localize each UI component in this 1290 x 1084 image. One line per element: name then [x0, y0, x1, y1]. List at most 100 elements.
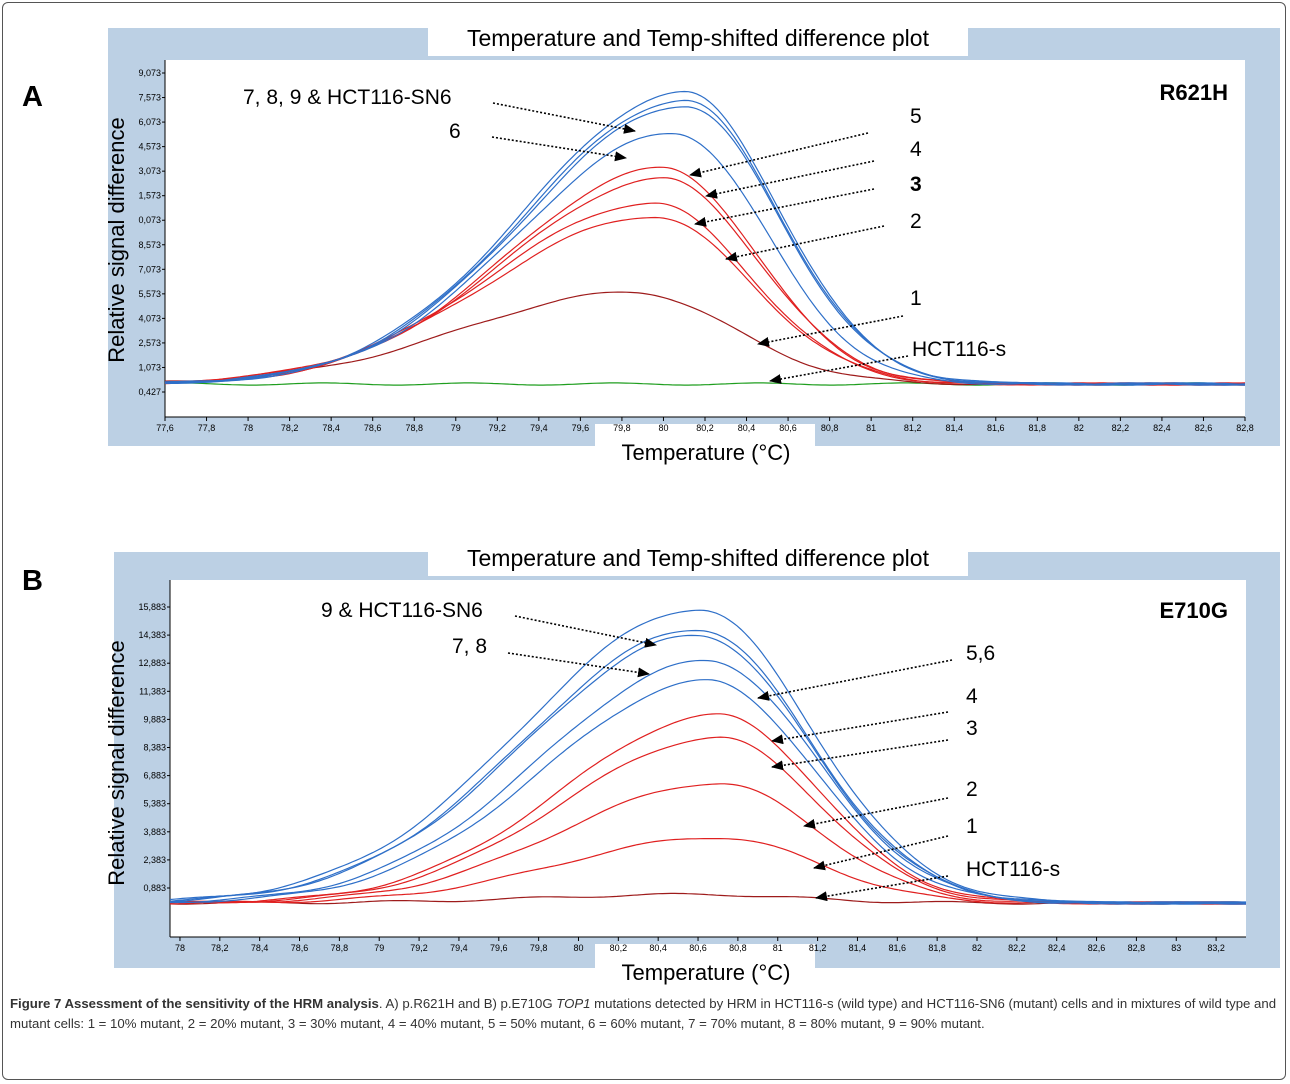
- annotation-label: 7, 8, 9 & HCT116-SN6: [243, 86, 452, 109]
- x-tick-label: 80,6: [779, 423, 797, 433]
- annotation-label: 3: [910, 173, 922, 196]
- annotation-arrow: [491, 136, 627, 162]
- x-tick-label: 81,6: [987, 423, 1005, 433]
- panel-b-xlabel: Temperature (°C): [622, 960, 791, 985]
- x-tick-label: 79: [374, 943, 384, 953]
- annotation-arrow: [705, 160, 875, 199]
- y-tick-label: 3,883: [143, 827, 166, 837]
- y-tick-label: 3,073: [138, 166, 161, 176]
- y-tick-label: 7,073: [138, 264, 161, 274]
- panel-b-letter: B: [22, 565, 43, 597]
- x-tick-label: 78,6: [291, 943, 309, 953]
- x-tick-label: 82,6: [1088, 943, 1106, 953]
- x-tick-label: 77,8: [198, 423, 216, 433]
- annotation-label: 5: [910, 105, 922, 128]
- x-tick-label: 79,8: [613, 423, 631, 433]
- y-tick-label: 8,573: [138, 240, 161, 250]
- annotation-arrow: [803, 797, 949, 829]
- series-line: [164, 90, 1246, 386]
- x-tick-label: 81,2: [809, 943, 827, 953]
- x-tick-label: 79,4: [450, 943, 468, 953]
- panel-a-title: Temperature and Temp-shifted difference …: [467, 25, 930, 51]
- annotation-label: 1: [966, 815, 978, 838]
- x-tick-label: 80,4: [649, 943, 667, 953]
- y-tick-label: 7,573: [138, 93, 161, 103]
- caption-title: Figure 7 Assessment of the sensitivity o…: [10, 996, 379, 1011]
- x-tick-label: 78,2: [211, 943, 229, 953]
- caption-gene: TOP1: [556, 996, 591, 1011]
- x-tick-label: 81,2: [904, 423, 922, 433]
- annotation-arrow: [769, 355, 909, 384]
- annotation-label: 3: [966, 717, 978, 740]
- annotation-arrow: [813, 835, 949, 871]
- x-tick-label: 78,8: [331, 943, 349, 953]
- annotation-arrow: [492, 102, 636, 134]
- y-tick-label: 0,073: [138, 215, 161, 225]
- x-tick-label: 78,2: [281, 423, 299, 433]
- y-tick-label: 2,383: [143, 855, 166, 865]
- x-tick-label: 83,2: [1207, 943, 1225, 953]
- series-line: [169, 629, 1247, 905]
- figure-svg: Temperature and Temp-shifted difference …: [22, 20, 1280, 988]
- x-tick-label: 78,4: [251, 943, 269, 953]
- panel-b: Temperature and Temp-shifted difference …: [22, 540, 1280, 988]
- x-tick-label: 79,8: [530, 943, 548, 953]
- x-tick-label: 80: [658, 423, 668, 433]
- y-tick-label: 15,883: [138, 602, 166, 612]
- x-tick-label: 79,4: [530, 423, 548, 433]
- series-line: [169, 609, 1247, 905]
- x-tick-label: 80,8: [729, 943, 747, 953]
- x-tick-label: 82,8: [1236, 423, 1254, 433]
- y-tick-label: 1,073: [138, 362, 161, 372]
- caption-text-2: mutations detected by HRM in HCT116-s (w…: [10, 996, 1277, 1031]
- y-tick-label: 0,883: [143, 883, 166, 893]
- x-tick-label: 78: [243, 423, 253, 433]
- panel-b-ylabel: Relative signal difference: [104, 640, 129, 885]
- y-tick-label: 9,073: [138, 68, 161, 78]
- x-tick-label: 77,6: [156, 423, 174, 433]
- panel-b-mutation-label: E710G: [1160, 598, 1229, 623]
- x-tick-label: 82,6: [1195, 423, 1213, 433]
- x-tick-label: 81,6: [889, 943, 907, 953]
- x-tick-label: 81,4: [945, 423, 963, 433]
- y-tick-label: 8,383: [143, 743, 166, 753]
- x-tick-label: 82,2: [1112, 423, 1130, 433]
- panel-b-title-box: [428, 540, 968, 576]
- annotation-arrow: [725, 225, 885, 262]
- x-tick-label: 78,6: [364, 423, 382, 433]
- panel-b-xlabel-box: [595, 944, 815, 988]
- panel-a: Temperature and Temp-shifted difference …: [22, 20, 1280, 468]
- panel-a-xlabel: Temperature (°C): [622, 440, 791, 465]
- annotation-arrow: [771, 739, 949, 771]
- x-tick-label: 82,4: [1153, 423, 1171, 433]
- panel-b-title: Temperature and Temp-shifted difference …: [467, 545, 930, 571]
- annotation-label: 2: [910, 210, 922, 233]
- x-tick-label: 78,4: [322, 423, 340, 433]
- x-tick-label: 80,2: [696, 423, 714, 433]
- y-tick-label: 6,883: [143, 771, 166, 781]
- annotation-label: HCT116-s: [912, 338, 1006, 361]
- x-tick-label: 81,8: [928, 943, 946, 953]
- panel-a-letter: A: [22, 81, 43, 113]
- x-tick-label: 79,6: [490, 943, 508, 953]
- series-line: [169, 713, 1247, 905]
- y-tick-label: 6,073: [138, 117, 161, 127]
- series-line: [169, 679, 1247, 905]
- x-tick-label: 81: [866, 423, 876, 433]
- annotation-label: 4: [910, 138, 922, 161]
- annotation-arrow: [689, 132, 869, 178]
- panel-a-mutation-label: R621H: [1160, 80, 1228, 105]
- figure-caption: Figure 7 Assessment of the sensitivity o…: [10, 994, 1282, 1033]
- y-tick-label: 12,883: [138, 658, 166, 668]
- x-tick-label: 81,4: [849, 943, 867, 953]
- y-tick-label: 1,573: [138, 191, 161, 201]
- panel-b-plot-area: [170, 580, 1246, 937]
- x-tick-label: 81: [773, 943, 783, 953]
- panel-a-xlabel-box: [595, 424, 815, 468]
- y-tick-label: 4,073: [138, 313, 161, 323]
- x-tick-label: 83: [1171, 943, 1181, 953]
- annotation-label: 7, 8: [452, 635, 487, 658]
- y-tick-label: 14,383: [138, 630, 166, 640]
- annotation-arrow: [757, 315, 904, 347]
